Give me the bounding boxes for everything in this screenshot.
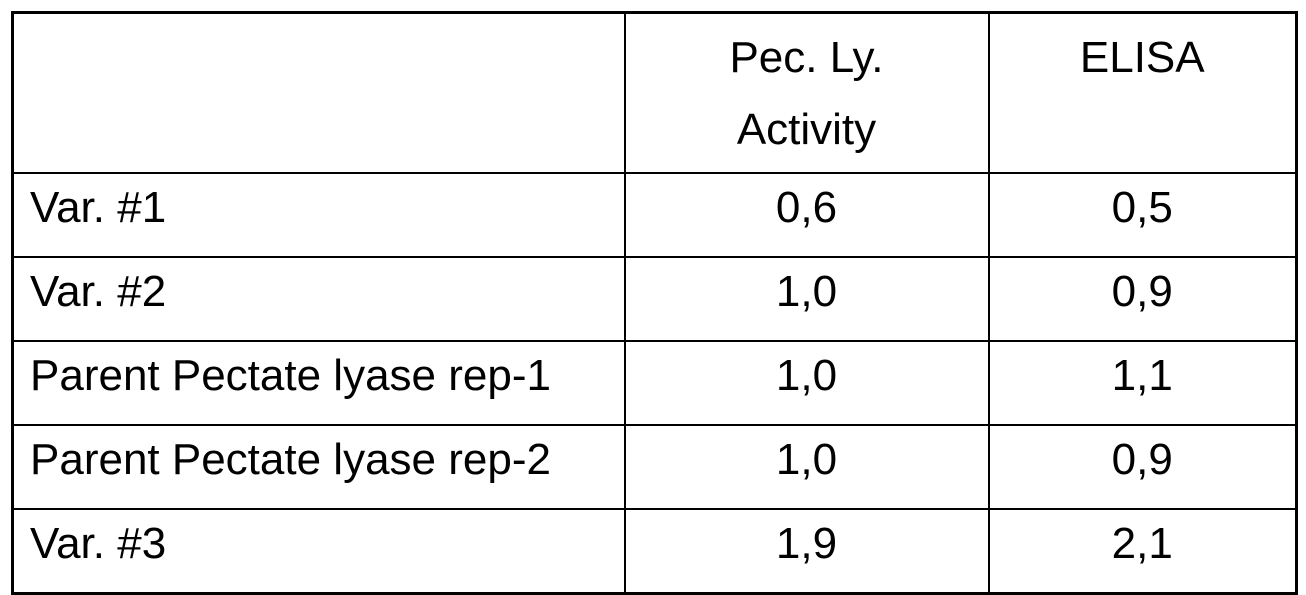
pec-ly-activity-value: 1,0 [623, 340, 990, 426]
pec-ly-activity-value: 1,0 [623, 424, 990, 510]
row-label: Var. #2 [11, 256, 626, 342]
table-row: Parent Pectate lyase rep-2 1,0 0,9 [11, 424, 1298, 510]
row-label: Var. #1 [11, 172, 626, 258]
column-header-empty [11, 11, 626, 174]
elisa-value: 0,9 [987, 256, 1298, 342]
row-label: Parent Pectate lyase rep-2 [11, 424, 626, 510]
elisa-value: 1,1 [987, 340, 1298, 426]
elisa-value: 0,9 [987, 424, 1298, 510]
column-header-pec-ly-line1: Pec. Ly. [729, 33, 884, 82]
pec-ly-activity-value: 1,0 [623, 256, 990, 342]
elisa-value: 0,5 [987, 172, 1298, 258]
column-header-elisa: ELISA [987, 11, 1298, 174]
table-row: Parent Pectate lyase rep-1 1,0 1,1 [11, 340, 1298, 426]
table-row: Var. #2 1,0 0,9 [11, 256, 1298, 342]
results-table: Pec. Ly. Activity ELISA Var. #1 0,6 0,5 … [11, 11, 1298, 595]
pec-ly-activity-value: 1,9 [623, 508, 990, 595]
pec-ly-activity-value: 0,6 [623, 172, 990, 258]
row-label: Parent Pectate lyase rep-1 [11, 340, 626, 426]
row-label: Var. #3 [11, 508, 626, 595]
table-row: Var. #1 0,6 0,5 [11, 172, 1298, 258]
header-row: Pec. Ly. Activity ELISA [11, 11, 1298, 174]
table-row: Var. #3 1,9 2,1 [11, 508, 1298, 595]
column-header-pec-ly-line2: Activity [736, 105, 877, 154]
column-header-pec-ly-activity: Pec. Ly. Activity [623, 11, 990, 174]
elisa-value: 2,1 [987, 508, 1298, 595]
